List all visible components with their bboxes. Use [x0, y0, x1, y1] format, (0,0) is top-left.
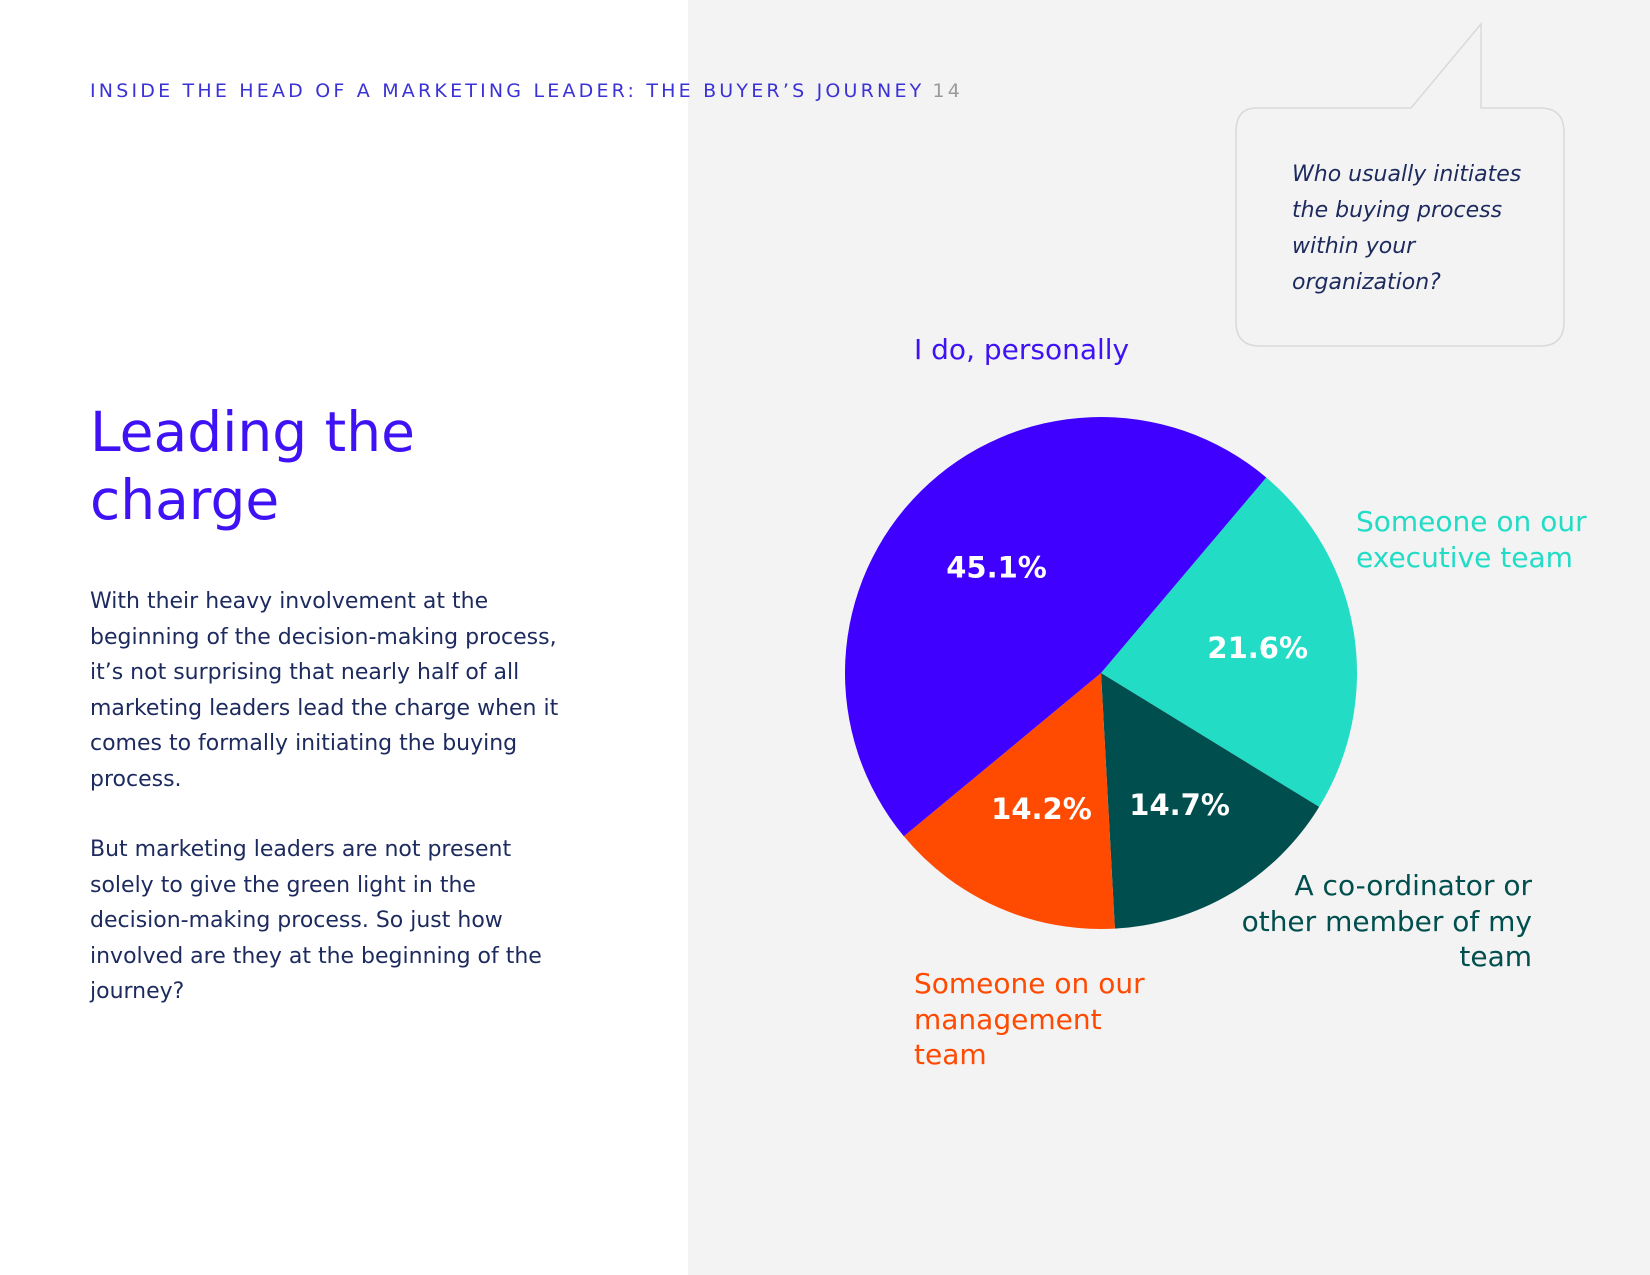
- body-paragraph-1: With their heavy involvement at the begi…: [90, 589, 559, 792]
- speech-bubble: [1235, 21, 1565, 347]
- page-title: Leading the charge: [90, 400, 415, 532]
- label-i-do-personally: I do, personally: [914, 333, 1130, 366]
- slice-coordinator-team: [1101, 673, 1320, 929]
- survey-question: Who usually initiates the buying process…: [1292, 162, 1522, 295]
- header-title: INSIDE THE HEAD OF A MARKETING LEADER: T…: [90, 80, 925, 102]
- label-coordinator-team: A co-ordinator or other member of my tea…: [1241, 869, 1532, 973]
- slice-executive-team: [1101, 477, 1357, 807]
- slice-i-do-personally: [845, 417, 1267, 837]
- speech-bubble-outline: [1235, 21, 1565, 347]
- pct-management-team: 14.2%: [991, 792, 1092, 826]
- pct-i-do-personally: 45.1%: [946, 550, 1047, 584]
- label-management-team: Someone on our management team: [914, 967, 1145, 1071]
- page-number: 14: [932, 80, 964, 102]
- running-header: INSIDE THE HEAD OF A MARKETING LEADER: T…: [90, 80, 963, 102]
- slice-management-team: [903, 673, 1115, 929]
- pct-coordinator-team: 14.7%: [1129, 788, 1230, 822]
- body-paragraph-2: But marketing leaders are not present so…: [90, 837, 542, 1004]
- label-executive-team: Someone on our executive team: [1356, 505, 1587, 574]
- pct-executive-team: 21.6%: [1207, 631, 1308, 665]
